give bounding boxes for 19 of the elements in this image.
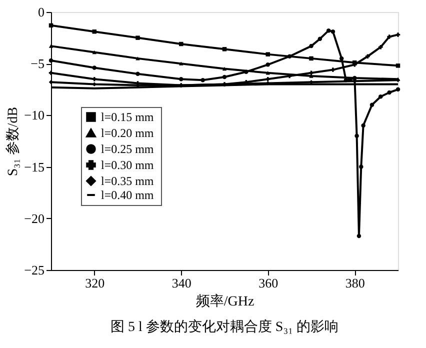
y-tick-label: −15	[24, 159, 44, 174]
x-tick-label: 340	[172, 276, 192, 290]
y-tick-label: −10	[24, 108, 44, 123]
x-tick-label: 380	[345, 276, 365, 290]
y-tick-label: −20	[24, 210, 44, 226]
y-tick-label: −5	[30, 56, 44, 72]
y-tick-label: −25	[24, 262, 44, 278]
y-tick-label: 0	[38, 4, 44, 20]
legend-label: l=0.40 mm	[101, 188, 154, 202]
y-axis-title: S₃₁ 参数/dB	[5, 106, 22, 176]
caption: 图 5 l 参数的变化对耦合度 S₃₁ 的影响	[110, 319, 338, 335]
legend-label: l=0.25 mm	[101, 142, 154, 156]
legend-label: l=0.20 mm	[101, 126, 154, 140]
legend-label: l=0.15 mm	[101, 110, 154, 124]
x-axis-title: 频率/GHz	[196, 294, 254, 310]
legend-label: l=0.30 mm	[101, 158, 154, 172]
legend-label: l=0.35 mm	[101, 174, 154, 188]
x-tick-label: 320	[85, 276, 105, 290]
x-tick-label: 360	[258, 276, 278, 290]
